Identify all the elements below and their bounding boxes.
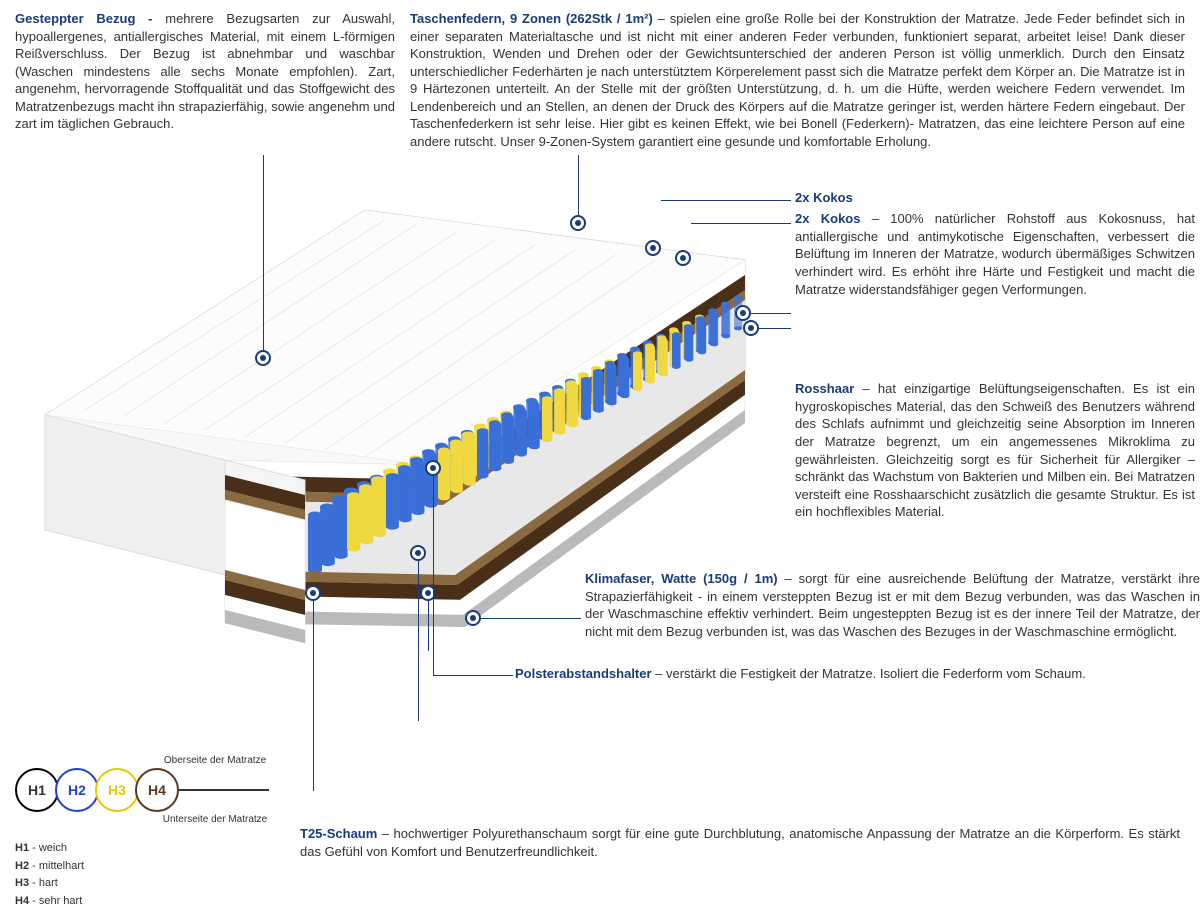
rosshaar-title: Rosshaar	[795, 381, 854, 396]
connector-line	[691, 223, 791, 224]
t25-callout: T25-Schaum – hochwertiger Polyurethansch…	[300, 825, 1180, 860]
polster-text: – verstärkt die Festigkeit der Matratze.…	[652, 666, 1086, 681]
polster-title: Polsterabstandshalter	[515, 666, 652, 681]
springs-description: Taschenfedern, 9 Zonen (262Stk / 1m²) – …	[410, 10, 1185, 150]
cover-title: Gesteppter Bezug -	[15, 11, 165, 26]
rosshaar-text: – hat einzigartige Belüftungseigenschaft…	[795, 381, 1195, 519]
connector-line	[428, 601, 429, 651]
rosshaar-callout: Rosshaar – hat einzigartige Belüftungsei…	[795, 380, 1195, 520]
legend-line	[179, 789, 269, 791]
springs-title: Taschenfedern, 9 Zonen (262Stk / 1m²)	[410, 11, 653, 26]
connector-line	[578, 155, 579, 215]
hardness-legend: Oberseite der Matratze H1 H2 H3 H4 Unter…	[15, 755, 275, 910]
t25-text: – hochwertiger Polyurethanschaum sorgt f…	[300, 826, 1180, 859]
connector-line	[433, 675, 513, 676]
legend-top-label: Oberseite der Matratze	[155, 755, 275, 766]
springs-text: – spielen eine große Rolle bei der Konst…	[410, 11, 1185, 149]
connector-line	[481, 618, 581, 619]
h4-circle: H4	[135, 768, 179, 812]
connector-line	[751, 313, 791, 314]
klimafaser-title: Klimafaser, Watte (150g / 1m)	[585, 571, 778, 586]
h3-circle: H3	[95, 768, 139, 812]
h2-circle: H2	[55, 768, 99, 812]
connector-line	[433, 476, 434, 676]
connector-line	[759, 328, 791, 329]
mattress-diagram: 2x Kokos 2x Kokos – 100% natürlicher Roh…	[15, 155, 1185, 715]
connector-line	[313, 601, 314, 791]
kokos-title: 2x Kokos	[795, 211, 860, 226]
cover-text: mehrere Bezugsarten zur Auswahl, hypoall…	[15, 11, 395, 131]
connector-line	[418, 561, 419, 721]
connector-line	[661, 200, 791, 201]
polster-callout: Polsterabstandshalter – verstärkt die Fe…	[515, 665, 1200, 683]
kokos-header: 2x Kokos	[795, 190, 853, 205]
connector-line	[263, 155, 264, 350]
h1-circle: H1	[15, 768, 59, 812]
legend-bottom-label: Unterseite der Matratze	[155, 814, 275, 825]
kokos-callout: 2x Kokos – 100% natürlicher Rohstoff aus…	[795, 210, 1195, 298]
klimafaser-callout: Klimafaser, Watte (150g / 1m) – sorgt fü…	[585, 570, 1200, 640]
t25-title: T25-Schaum	[300, 826, 377, 841]
cover-description: Gesteppter Bezug - mehrere Bezugsarten z…	[15, 10, 395, 150]
legend-definitions: H1 - weich H2 - mittelhart H3 - hart H4 …	[15, 840, 275, 910]
